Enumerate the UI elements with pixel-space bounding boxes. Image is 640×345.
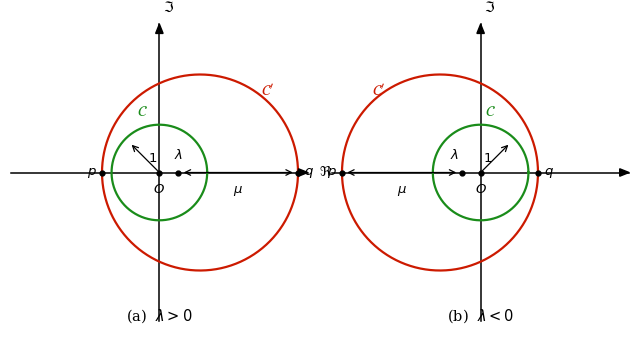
Text: $q$: $q$: [544, 166, 554, 179]
Text: $\mathcal{C}'$: $\mathcal{C}'$: [372, 82, 386, 99]
Text: $\mu$: $\mu$: [233, 185, 243, 198]
Text: $\Im$: $\Im$: [484, 1, 495, 15]
Text: $\mathcal{C}$: $\mathcal{C}$: [137, 105, 148, 119]
Text: $\mu$: $\mu$: [397, 185, 407, 198]
Text: $p$: $p$: [88, 166, 97, 179]
Polygon shape: [620, 169, 629, 176]
Text: $q$: $q$: [304, 166, 314, 179]
Polygon shape: [156, 24, 163, 33]
Text: $\lambda$: $\lambda$: [450, 148, 459, 162]
Text: $p$: $p$: [328, 166, 337, 179]
Text: (b)  $\lambda < 0$: (b) $\lambda < 0$: [447, 307, 514, 325]
Text: $\mathcal{C}'$: $\mathcal{C}'$: [260, 82, 275, 99]
Polygon shape: [298, 169, 308, 176]
Text: $\lambda$: $\lambda$: [174, 148, 183, 162]
Text: $1$: $1$: [148, 152, 157, 165]
Text: $\mathcal{C}$: $\mathcal{C}$: [484, 105, 495, 119]
Polygon shape: [477, 24, 484, 33]
Text: (a)  $\lambda > 0$: (a) $\lambda > 0$: [126, 307, 193, 325]
Text: $\Im$: $\Im$: [163, 1, 174, 15]
Text: $O$: $O$: [154, 183, 165, 196]
Text: $1$: $1$: [483, 152, 492, 165]
Text: $\Re$: $\Re$: [319, 166, 332, 179]
Text: $O$: $O$: [475, 183, 486, 196]
